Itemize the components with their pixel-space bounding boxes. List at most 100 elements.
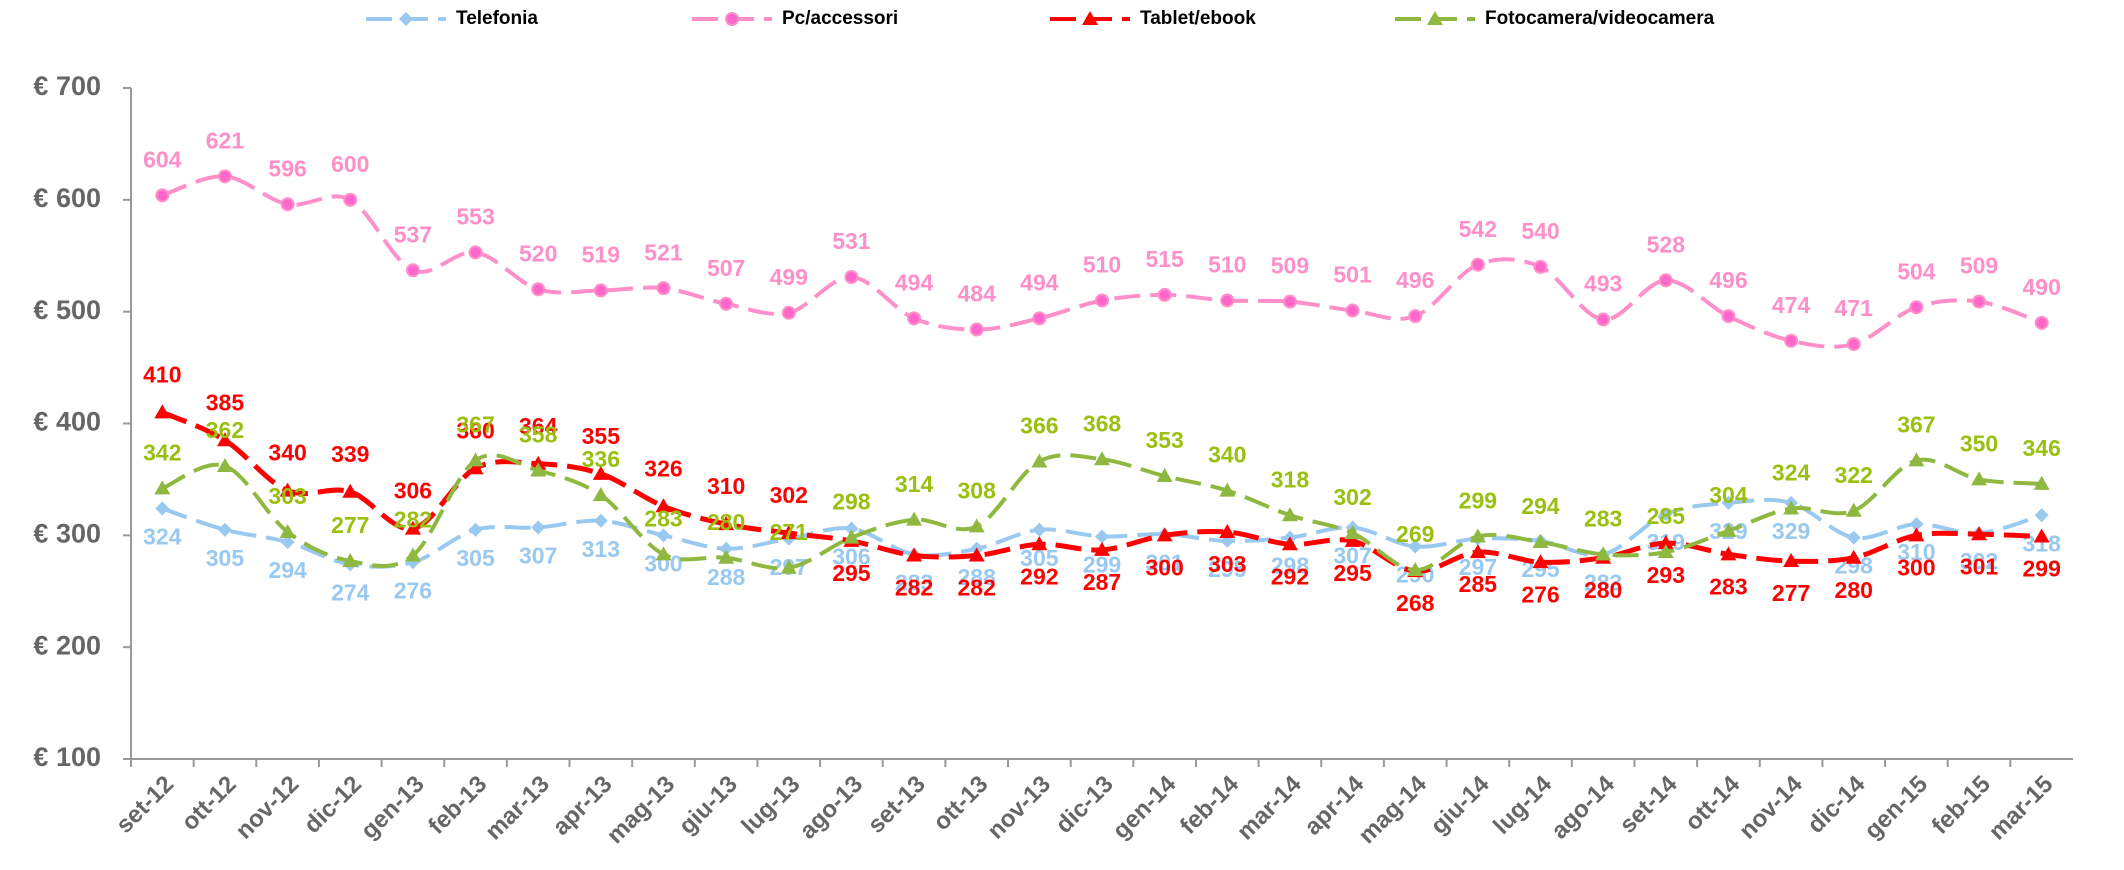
marker xyxy=(1408,309,1423,324)
data-label: 326 xyxy=(644,455,682,481)
marker xyxy=(718,549,735,564)
y-tick-label: € 500 xyxy=(33,295,101,325)
marker xyxy=(656,528,671,543)
marker xyxy=(719,296,734,311)
x-tick-label: nov-12 xyxy=(231,771,305,845)
data-label: 367 xyxy=(456,411,494,437)
marker xyxy=(404,547,421,562)
data-label: 596 xyxy=(268,155,306,181)
marker xyxy=(1971,526,1988,541)
marker xyxy=(1469,544,1486,559)
x-tick-label: lug-14 xyxy=(1488,770,1558,840)
marker xyxy=(1971,471,1988,486)
marker xyxy=(1657,535,1674,550)
x-tick-label: set-12 xyxy=(111,771,179,839)
x-tick-label: lug-13 xyxy=(736,771,805,840)
marker xyxy=(154,480,171,495)
x-tick-label: mag-14 xyxy=(1353,770,1432,849)
marker xyxy=(531,520,546,535)
marker xyxy=(969,322,984,337)
marker xyxy=(1345,303,1360,318)
marker xyxy=(592,465,609,480)
data-label: 280 xyxy=(1835,577,1873,603)
data-label: 302 xyxy=(1333,484,1371,510)
data-label: 496 xyxy=(1396,267,1434,293)
marker xyxy=(342,483,359,498)
marker xyxy=(216,432,233,447)
data-label: 364 xyxy=(519,413,558,439)
marker xyxy=(718,516,735,531)
data-label: 292 xyxy=(1020,563,1058,589)
data-label: 305 xyxy=(456,545,495,571)
legend-label: Fotocamera/videocamera xyxy=(1485,8,1715,29)
x-tick-label: giu-14 xyxy=(1426,770,1496,840)
data-label: 350 xyxy=(1960,430,1998,456)
data-label: 293 xyxy=(1647,562,1685,588)
data-label: 288 xyxy=(958,564,997,590)
marker xyxy=(280,535,295,550)
data-label: 300 xyxy=(1145,554,1183,580)
marker xyxy=(781,305,796,320)
marker xyxy=(1845,502,1862,517)
marker xyxy=(279,482,296,497)
marker xyxy=(467,460,484,475)
marker xyxy=(780,559,797,574)
data-label: 515 xyxy=(1145,246,1184,272)
marker xyxy=(843,529,860,544)
data-label: 340 xyxy=(1208,442,1246,468)
data-label: 355 xyxy=(582,423,621,449)
data-label: 308 xyxy=(958,477,997,503)
marker xyxy=(1783,553,1800,568)
marker xyxy=(1658,273,1673,288)
data-label: 494 xyxy=(895,269,934,295)
y-tick-label: € 100 xyxy=(33,742,101,772)
data-label: 410 xyxy=(143,361,181,387)
marker xyxy=(1595,546,1612,561)
x-tick-label: set-13 xyxy=(863,771,931,839)
marker xyxy=(217,169,232,184)
data-label: 306 xyxy=(832,544,870,570)
marker xyxy=(1032,311,1047,326)
data-label: 509 xyxy=(1271,253,1309,279)
marker xyxy=(906,547,923,562)
marker xyxy=(531,282,546,297)
data-label: 301 xyxy=(1960,553,1999,579)
data-label: 471 xyxy=(1835,295,1874,321)
x-tick-label: gen-15 xyxy=(1859,771,1933,845)
marker xyxy=(1972,294,1987,309)
data-label: 510 xyxy=(1208,252,1246,278)
data-label: 283 xyxy=(644,505,682,531)
marker xyxy=(1532,554,1549,569)
y-tick-label: € 300 xyxy=(33,518,101,548)
x-tick-label: mar-15 xyxy=(1984,771,2059,846)
data-label: 294 xyxy=(1521,493,1560,519)
marker xyxy=(593,513,608,528)
marker xyxy=(468,245,483,260)
data-label: 303 xyxy=(1208,551,1246,577)
data-label: 318 xyxy=(1271,466,1310,492)
data-label: 287 xyxy=(1083,569,1121,595)
data-label: 329 xyxy=(1772,518,1810,544)
marker xyxy=(342,553,359,568)
marker xyxy=(1909,517,1924,532)
marker xyxy=(2033,528,2050,543)
data-label: 340 xyxy=(268,440,306,466)
marker xyxy=(1596,312,1611,327)
x-tick-label: dic-13 xyxy=(1051,771,1119,839)
marker xyxy=(404,520,421,535)
marker xyxy=(1469,528,1486,543)
data-label: 285 xyxy=(1647,503,1686,529)
marker xyxy=(1031,453,1048,468)
marker xyxy=(1846,337,1861,352)
marker xyxy=(1532,534,1549,549)
data-label: 306 xyxy=(394,478,432,504)
marker xyxy=(1220,293,1235,308)
data-label: 285 xyxy=(1459,571,1498,597)
data-label: 276 xyxy=(1521,581,1559,607)
marker xyxy=(343,192,358,207)
data-label: 283 xyxy=(1584,505,1622,531)
marker xyxy=(968,518,985,533)
data-label: 280 xyxy=(1584,577,1622,603)
data-label: 494 xyxy=(1020,269,1059,295)
data-label: 474 xyxy=(1772,292,1811,318)
